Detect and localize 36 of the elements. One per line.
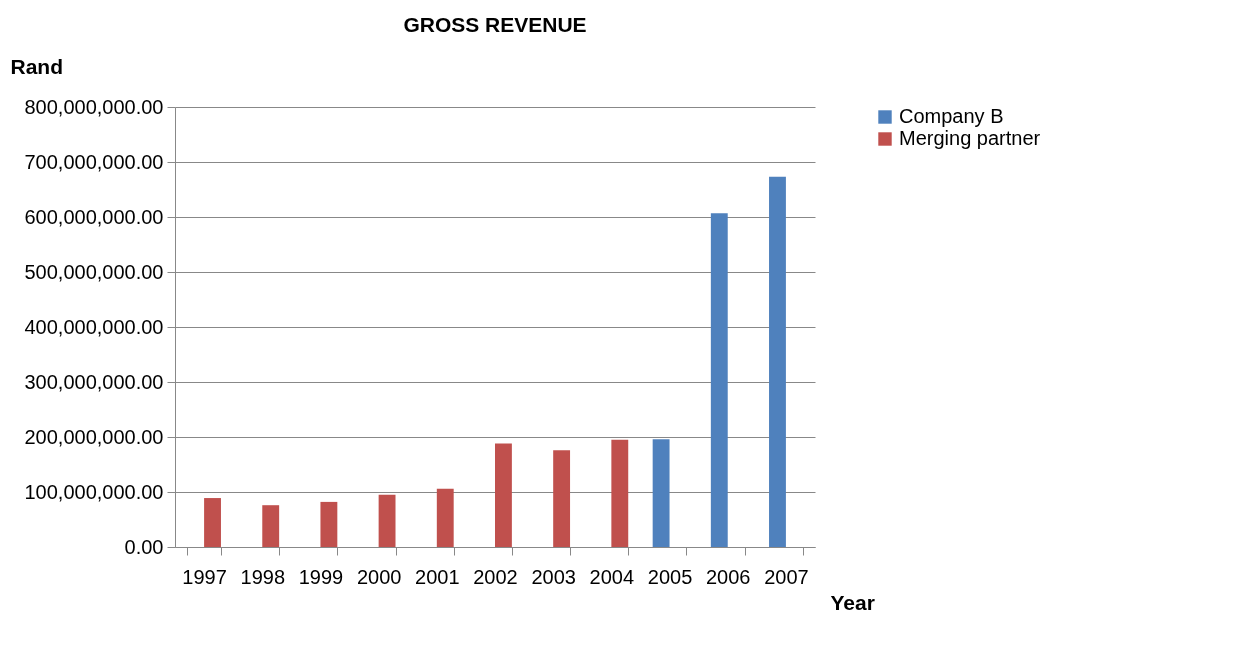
y-tick-label: 0.00 [124,535,164,558]
y-tick-label: 100,000,000.00 [24,480,164,503]
x-tick-label: 2002 [473,565,518,588]
y-tick-label: 800,000,000.00 [24,95,164,118]
bar [652,439,670,547]
x-axis-title: Year [830,590,875,614]
legend-label: Company B [899,105,1004,127]
y-tick-label: 700,000,000.00 [24,150,164,173]
x-tick-label: 2005 [647,565,693,588]
bar [495,443,512,547]
bar [553,450,571,547]
y-tick-label: 600,000,000.00 [24,205,164,228]
x-tick-label: 1997 [182,565,227,588]
x-tick-label: 2004 [589,565,635,588]
x-tick-label: 2000 [356,565,402,588]
x-tick-label: 2003 [531,565,576,588]
y-tick-label: 500,000,000.00 [24,260,164,283]
bar [378,494,396,547]
bar [320,501,338,547]
y-tick-label: 200,000,000.00 [24,425,164,448]
y-tick-label: 300,000,000.00 [24,370,164,393]
bar [262,505,280,547]
legend-label: Merging partner [899,127,1041,149]
bar [769,176,786,547]
x-tick-label: 1998 [240,565,286,588]
bar [710,213,728,547]
chart-title: GROSS REVENUE [403,13,587,36]
x-tick-label: 2007 [764,565,809,588]
bar [204,498,221,547]
y-tick-label: 400,000,000.00 [24,315,164,338]
x-tick-label: 2006 [705,565,751,588]
y-axis-title: Rand [10,54,63,78]
bar [436,488,454,547]
x-tick-label: 2001 [415,565,460,588]
bar [611,439,629,547]
x-tick-label: 1999 [298,565,344,588]
